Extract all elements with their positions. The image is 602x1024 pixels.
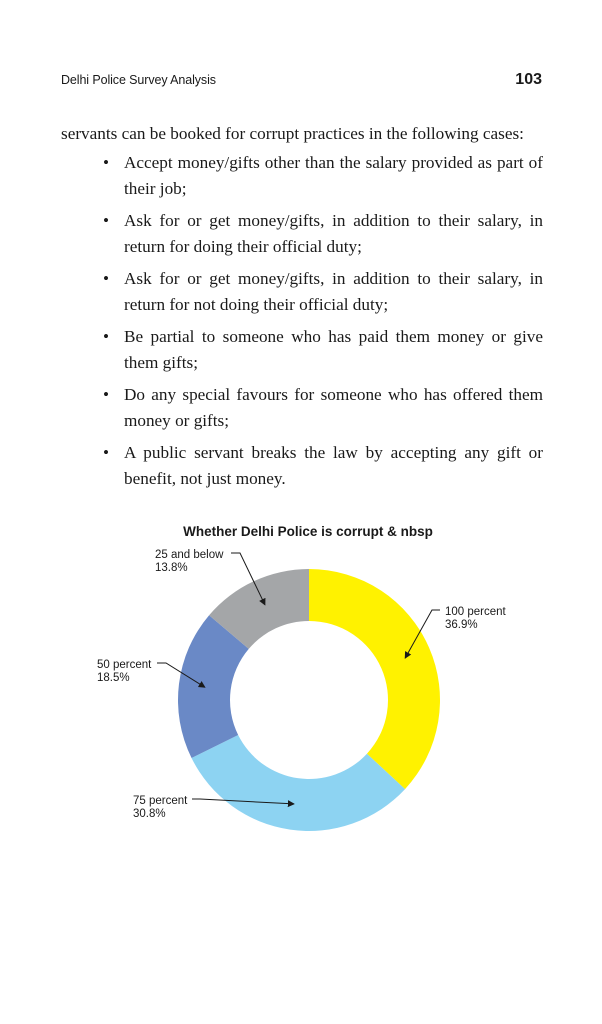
slice-label-75-percent: 75 percent [133, 795, 188, 807]
list-item: • Ask for or get money/gifts, in addition… [103, 266, 543, 318]
list-item: • Ask for or get money/gifts, in addition… [103, 208, 543, 260]
chart-title: Whether Delhi Police is corrupt & nbsp [183, 524, 433, 539]
list-item-text: Do any special favours for someone who h… [124, 385, 543, 430]
list-item: • Accept money/gifts other than the salar… [103, 150, 543, 202]
slice-100-percent [309, 569, 440, 790]
list-item: • Be partial to someone who has paid them… [103, 324, 543, 376]
bullet-icon: • [103, 211, 110, 230]
slice-label-100-percent: 100 percent [445, 606, 507, 618]
slice-50-percent [177, 615, 249, 759]
slice-label-50-percent: 50 percent [97, 659, 152, 671]
callout-arrow-75-percent [192, 798, 295, 808]
callout-arrow-25-and-below [231, 552, 266, 606]
list-item-text: Ask for or get money/gifts, in addition … [124, 269, 543, 314]
slice-75-percent [191, 734, 406, 831]
bullet-icon: • [103, 443, 110, 462]
bullet-icon: • [103, 269, 110, 288]
list-item-text: Accept money/gifts other than the salary… [124, 153, 543, 198]
callout-arrow-100-percent [404, 609, 440, 659]
callout-arrow-50-percent [157, 662, 206, 688]
page-number: 103 [515, 71, 542, 88]
slice-value-75-percent: 30.8% [133, 808, 166, 820]
bullet-icon: • [103, 385, 110, 404]
list-item-text: Ask for or get money/gifts, in addition … [124, 211, 543, 256]
bullet-list: • Accept money/gifts other than the salar… [103, 150, 543, 498]
intro-paragraph: servants can be booked for corrupt pract… [61, 124, 524, 143]
slice-value-25-and-below: 13.8% [155, 562, 188, 574]
list-item-text: Be partial to someone who has paid them … [124, 327, 543, 372]
list-item: • Do any special favours for someone who … [103, 382, 543, 434]
bullet-icon: • [103, 153, 110, 172]
chart-canvas: Whether Delhi Police is corrupt & nbsp 1… [97, 524, 507, 831]
bullet-icon: • [103, 327, 110, 346]
slice-25-and-below [209, 569, 309, 649]
slices-layer [177, 569, 440, 831]
slice-value-50-percent: 18.5% [97, 672, 130, 684]
list-item-text: A public servant breaks the law by accep… [124, 443, 543, 488]
running-head: Delhi Police Survey Analysis [61, 73, 216, 87]
list-item: • A public servant breaks the law by acce… [103, 440, 543, 492]
donut-chart: Whether Delhi Police is corrupt & nbsp 1… [0, 515, 602, 845]
slice-value-100-percent: 36.9% [445, 619, 478, 631]
slice-label-25-and-below: 25 and below [155, 549, 224, 561]
